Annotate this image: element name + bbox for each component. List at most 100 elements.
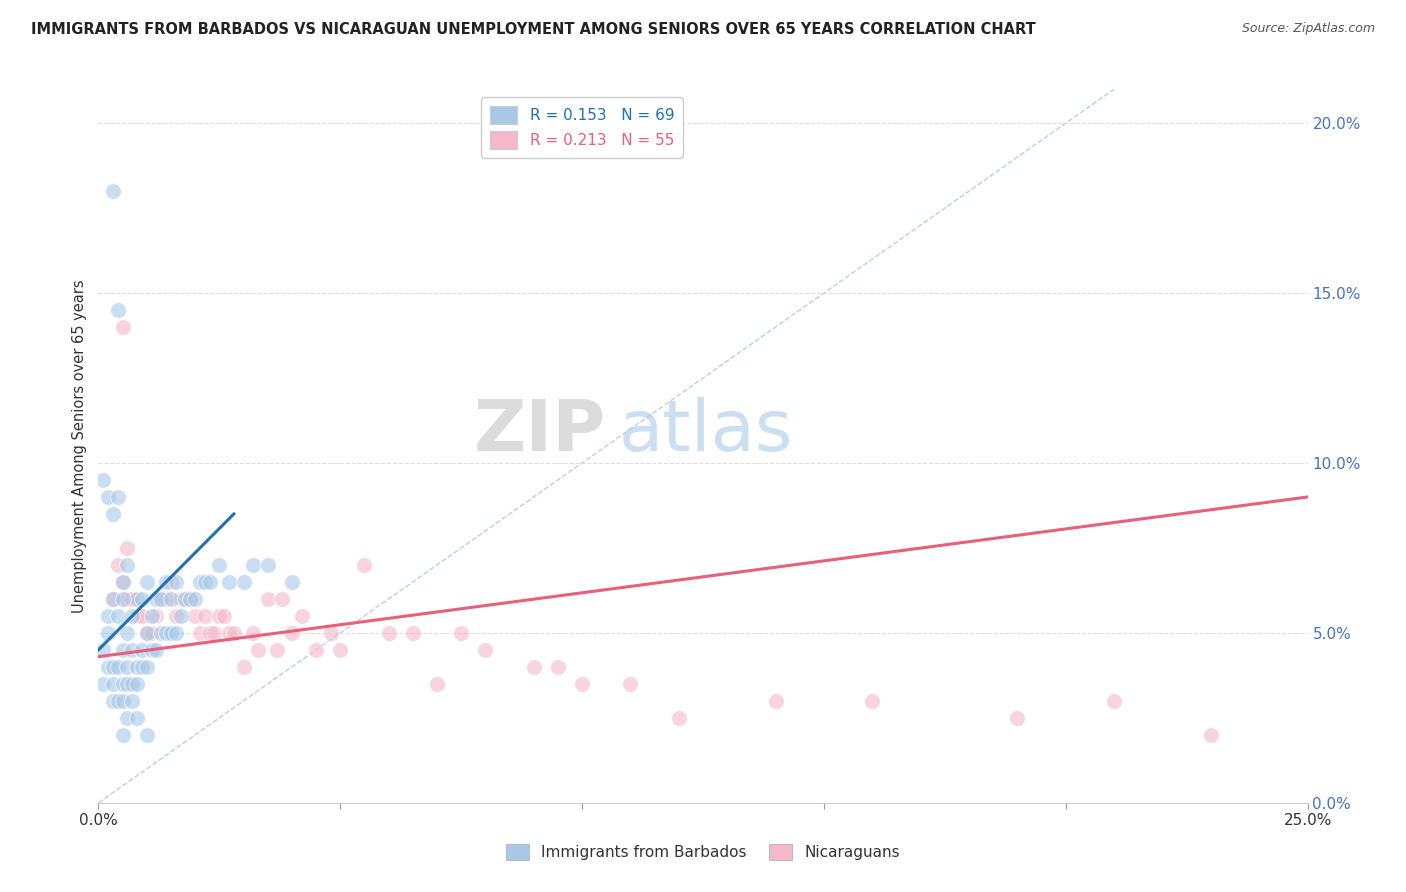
Immigrants from Barbados xyxy=(101,694,124,708)
Immigrants from Barbados xyxy=(111,591,134,606)
Nicaraguans xyxy=(141,626,163,640)
Nicaraguans xyxy=(668,711,690,725)
Immigrants from Barbados xyxy=(117,626,139,640)
Immigrants from Barbados xyxy=(107,608,129,623)
Nicaraguans xyxy=(212,608,235,623)
Nicaraguans xyxy=(402,626,425,640)
Immigrants from Barbados xyxy=(169,608,191,623)
Immigrants from Barbados xyxy=(150,626,173,640)
Nicaraguans xyxy=(222,626,245,640)
Immigrants from Barbados xyxy=(135,660,157,674)
Nicaraguans xyxy=(1007,711,1029,725)
Nicaraguans xyxy=(426,677,449,691)
Immigrants from Barbados xyxy=(101,591,124,606)
Immigrants from Barbados xyxy=(131,643,153,657)
Immigrants from Barbados xyxy=(160,591,183,606)
Nicaraguans xyxy=(232,660,254,674)
Immigrants from Barbados xyxy=(97,608,120,623)
Nicaraguans xyxy=(188,626,211,640)
Immigrants from Barbados xyxy=(117,558,139,572)
Nicaraguans xyxy=(198,626,221,640)
Legend: Immigrants from Barbados, Nicaraguans: Immigrants from Barbados, Nicaraguans xyxy=(499,838,907,866)
Immigrants from Barbados xyxy=(127,591,149,606)
Immigrants from Barbados xyxy=(208,558,231,572)
Immigrants from Barbados xyxy=(121,694,143,708)
Nicaraguans xyxy=(204,626,226,640)
Immigrants from Barbados xyxy=(107,660,129,674)
Nicaraguans xyxy=(117,591,139,606)
Nicaraguans xyxy=(571,677,593,691)
Immigrants from Barbados xyxy=(91,677,114,691)
Immigrants from Barbados xyxy=(111,728,134,742)
Immigrants from Barbados xyxy=(135,626,157,640)
Nicaraguans xyxy=(271,591,294,606)
Nicaraguans xyxy=(218,626,240,640)
Immigrants from Barbados xyxy=(107,303,129,318)
Immigrants from Barbados xyxy=(141,643,163,657)
Nicaraguans xyxy=(150,591,173,606)
Nicaraguans xyxy=(256,591,278,606)
Immigrants from Barbados xyxy=(111,643,134,657)
Nicaraguans xyxy=(135,626,157,640)
Nicaraguans xyxy=(290,608,312,623)
Immigrants from Barbados xyxy=(179,591,201,606)
Immigrants from Barbados xyxy=(117,677,139,691)
Immigrants from Barbados xyxy=(165,626,187,640)
Immigrants from Barbados xyxy=(131,591,153,606)
Immigrants from Barbados xyxy=(150,591,173,606)
Nicaraguans xyxy=(242,626,264,640)
Immigrants from Barbados xyxy=(127,677,149,691)
Immigrants from Barbados xyxy=(145,643,167,657)
Nicaraguans xyxy=(619,677,641,691)
Nicaraguans xyxy=(547,660,569,674)
Immigrants from Barbados xyxy=(242,558,264,572)
Nicaraguans xyxy=(160,574,183,589)
Immigrants from Barbados xyxy=(117,660,139,674)
Immigrants from Barbados xyxy=(111,677,134,691)
Immigrants from Barbados xyxy=(117,711,139,725)
Nicaraguans xyxy=(1199,728,1222,742)
Immigrants from Barbados xyxy=(127,711,149,725)
Nicaraguans xyxy=(377,626,399,640)
Immigrants from Barbados xyxy=(188,574,211,589)
Immigrants from Barbados xyxy=(194,574,217,589)
Immigrants from Barbados xyxy=(232,574,254,589)
Nicaraguans xyxy=(450,626,472,640)
Nicaraguans xyxy=(353,558,375,572)
Immigrants from Barbados xyxy=(121,677,143,691)
Nicaraguans xyxy=(765,694,787,708)
Immigrants from Barbados xyxy=(174,591,197,606)
Immigrants from Barbados xyxy=(218,574,240,589)
Immigrants from Barbados xyxy=(131,660,153,674)
Immigrants from Barbados xyxy=(135,728,157,742)
Nicaraguans xyxy=(281,626,304,640)
Text: Source: ZipAtlas.com: Source: ZipAtlas.com xyxy=(1241,22,1375,36)
Nicaraguans xyxy=(117,541,139,555)
Immigrants from Barbados xyxy=(198,574,221,589)
Text: IMMIGRANTS FROM BARBADOS VS NICARAGUAN UNEMPLOYMENT AMONG SENIORS OVER 65 YEARS : IMMIGRANTS FROM BARBADOS VS NICARAGUAN U… xyxy=(31,22,1036,37)
Immigrants from Barbados xyxy=(165,574,187,589)
Immigrants from Barbados xyxy=(111,574,134,589)
Nicaraguans xyxy=(174,591,197,606)
Nicaraguans xyxy=(523,660,546,674)
Immigrants from Barbados xyxy=(91,473,114,487)
Nicaraguans xyxy=(194,608,217,623)
Nicaraguans xyxy=(145,608,167,623)
Immigrants from Barbados xyxy=(127,660,149,674)
Text: atlas: atlas xyxy=(619,397,793,467)
Immigrants from Barbados xyxy=(101,507,124,521)
Nicaraguans xyxy=(266,643,288,657)
Nicaraguans xyxy=(165,608,187,623)
Nicaraguans xyxy=(329,643,352,657)
Nicaraguans xyxy=(107,558,129,572)
Nicaraguans xyxy=(860,694,883,708)
Nicaraguans xyxy=(131,608,153,623)
Immigrants from Barbados xyxy=(160,626,183,640)
Immigrants from Barbados xyxy=(91,643,114,657)
Immigrants from Barbados xyxy=(155,574,177,589)
Immigrants from Barbados xyxy=(107,694,129,708)
Immigrants from Barbados xyxy=(121,608,143,623)
Immigrants from Barbados xyxy=(281,574,304,589)
Immigrants from Barbados xyxy=(97,490,120,504)
Nicaraguans xyxy=(247,643,270,657)
